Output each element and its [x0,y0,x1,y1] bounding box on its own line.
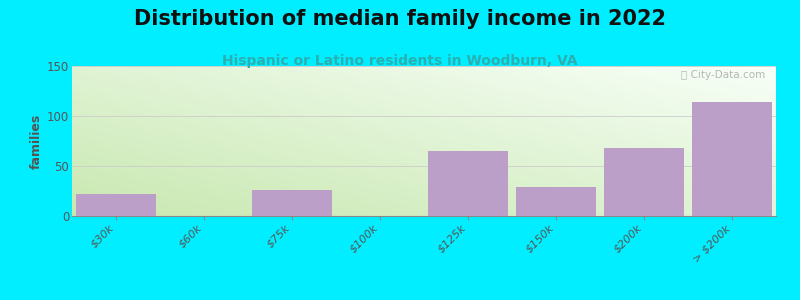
Text: Distribution of median family income in 2022: Distribution of median family income in … [134,9,666,29]
Bar [429,151,508,216]
Bar [605,148,683,216]
Bar [692,102,771,216]
Y-axis label: families: families [30,113,43,169]
Text: Hispanic or Latino residents in Woodburn, VA: Hispanic or Latino residents in Woodburn… [222,54,578,68]
Text: ⓘ City-Data.com: ⓘ City-Data.com [681,70,766,80]
Bar [77,194,156,216]
Bar [253,190,332,216]
Bar [517,187,595,216]
